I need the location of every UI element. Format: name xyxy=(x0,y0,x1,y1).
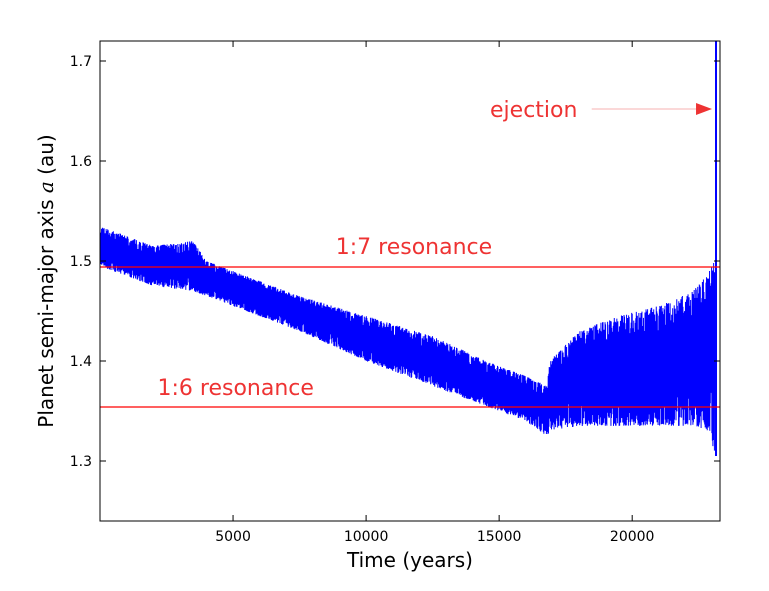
y-axis-label-symbol: a xyxy=(34,181,58,193)
y-tick-label-3: 1.6 xyxy=(70,154,92,170)
y-axis-ticks: 1.3 1.4 1.5 1.6 1.7 xyxy=(70,54,720,470)
x-tick-label-1: 10000 xyxy=(344,529,389,545)
plot-data xyxy=(100,41,718,456)
x-axis-label: Time (years) xyxy=(346,548,473,572)
resonance-label-0: 1:7 resonance xyxy=(336,235,492,260)
y-tick-label-0: 1.3 xyxy=(70,454,92,470)
y-axis-label: Planet semi-major axis a (au) xyxy=(34,134,58,427)
x-tick-label-3: 20000 xyxy=(610,529,655,545)
y-tick-label-4: 1.7 xyxy=(70,54,92,70)
series-0-line xyxy=(100,227,716,451)
x-tick-label-2: 15000 xyxy=(477,529,522,545)
annotation-arrow-head-0 xyxy=(696,103,713,115)
y-axis-label-prefix: Planet semi-major axis xyxy=(34,193,58,428)
annotations: ejection xyxy=(490,98,713,123)
x-tick-label-0: 5000 xyxy=(215,529,251,545)
resonance-label-1: 1:6 resonance xyxy=(157,376,313,401)
y-tick-label-1: 1.4 xyxy=(70,354,92,370)
x-axis-ticks: 5000 10000 15000 20000 xyxy=(215,41,654,545)
resonance-lines: 1:7 resonance 1:6 resonance xyxy=(100,235,720,408)
y-tick-label-2: 1.5 xyxy=(70,254,92,270)
y-axis-label-suffix: (au) xyxy=(34,134,58,181)
plot-frame xyxy=(99,40,721,522)
annotation-label-0: ejection xyxy=(490,98,577,123)
